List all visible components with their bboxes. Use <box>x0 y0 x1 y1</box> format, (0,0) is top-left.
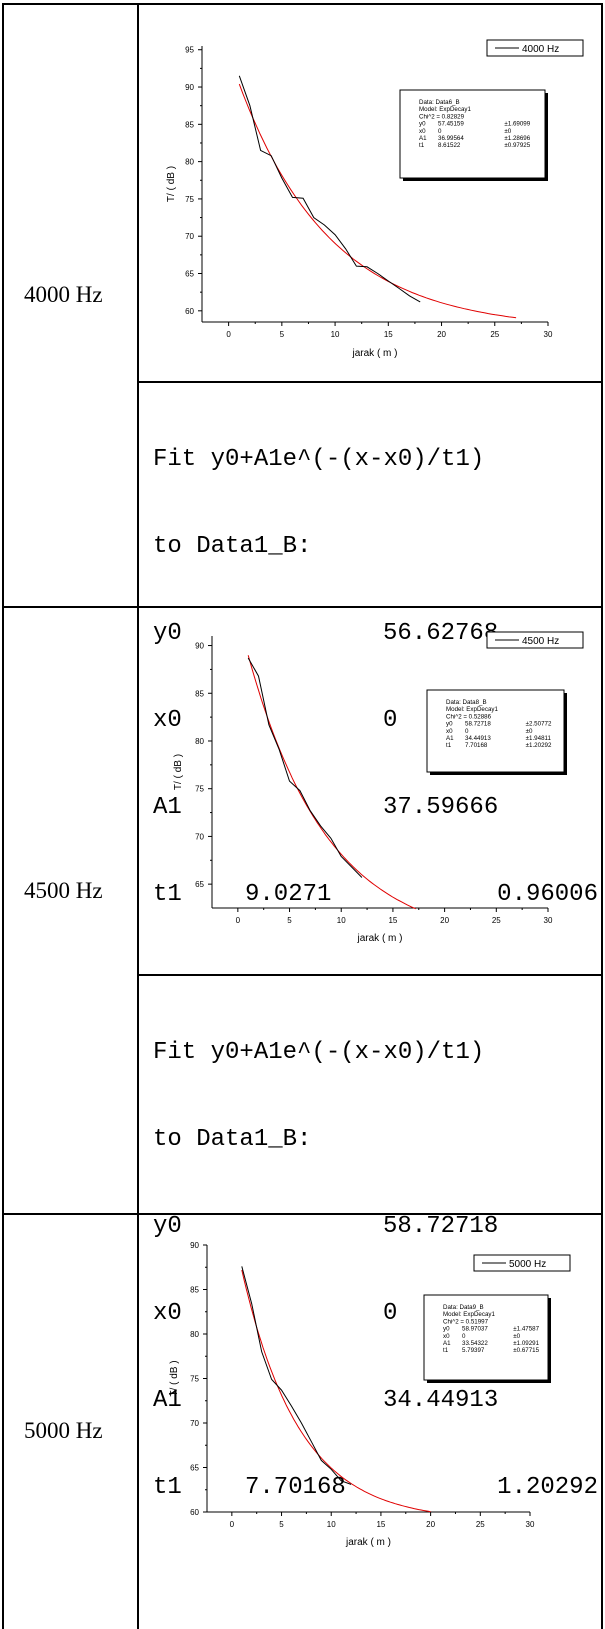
info-param-name: t1 <box>419 142 425 149</box>
x-axis-label: jarak ( m ) <box>352 348 398 359</box>
frequency-label: 4000 Hz <box>24 282 103 307</box>
info-param-error: ±0 <box>504 128 511 135</box>
info-param-error: ±1.69099 <box>504 121 530 128</box>
info-param-error: ±1.28696 <box>504 135 530 142</box>
info-param-value: 57.45159 <box>438 121 464 128</box>
fit-param-row: y0 56.62768 <box>153 620 499 647</box>
fit-target: to Data1_B: <box>153 1126 312 1153</box>
x-tick-label: 5 <box>280 330 285 339</box>
row-divider-2 <box>2 1213 603 1215</box>
y-tick-label: 70 <box>185 232 194 241</box>
y-tick-label: 90 <box>185 83 194 92</box>
info-data: Data: Data6_B <box>419 99 460 106</box>
fit-result-block: Fit y0+A1e^(-(x-x0)/t1) to Data1_B: y0 5… <box>153 980 598 1531</box>
info-box-shadow <box>403 93 548 181</box>
y-tick-label: 85 <box>185 120 194 129</box>
table-border-right <box>601 3 603 1629</box>
x-tick-label: 10 <box>331 330 340 339</box>
table-border-middle <box>137 3 139 1629</box>
y-tick-label: 75 <box>185 195 194 204</box>
frequency-label: 4500 Hz <box>24 878 103 903</box>
y-tick-label: 80 <box>185 158 194 167</box>
fit-param-row: t1 9.0271 0.96006 <box>153 881 598 908</box>
info-chi: Chi^2 = 0.82829 <box>419 113 465 120</box>
y-tick-label: 65 <box>185 270 194 279</box>
info-param-value: 36.99564 <box>438 135 464 142</box>
fit-formula: Fit y0+A1e^(-(x-x0)/t1) <box>153 446 485 473</box>
fit-param-row: x0 0 <box>153 707 398 734</box>
fit-param-row: y0 58.72718 <box>153 1213 499 1240</box>
fit-curve <box>238 83 517 319</box>
fit-param-row: A1 34.44913 <box>153 1387 499 1414</box>
x-tick-label: 0 <box>226 330 231 339</box>
x-tick-label: 30 <box>544 330 553 339</box>
x-tick-label: 25 <box>490 330 499 339</box>
info-param-value: 8.61522 <box>438 142 461 149</box>
y-axis-label: T/ ( dB ) <box>166 166 177 202</box>
info-param-name: x0 <box>419 128 426 135</box>
y-tick-label: 95 <box>185 46 194 55</box>
fit-param-row: x0 0 <box>153 1300 398 1327</box>
info-param-error: ±0.97925 <box>504 142 530 149</box>
info-model: Model: ExpDecay1 <box>419 106 471 113</box>
info-param-name: A1 <box>419 135 427 142</box>
x-tick-label: 15 <box>384 330 393 339</box>
fit-param-row: A1 37.59666 <box>153 794 499 821</box>
legend-label: 4000 Hz <box>522 44 559 55</box>
fit-param-row: t1 7.70168 1.20292 <box>153 1474 598 1501</box>
cell-divider-2 <box>137 974 603 976</box>
frequency-label: 5000 Hz <box>24 1418 103 1443</box>
legend-box <box>486 39 584 57</box>
x-tick-label: 20 <box>437 330 446 339</box>
table-border-top <box>2 3 603 5</box>
fit-formula: Fit y0+A1e^(-(x-x0)/t1) <box>153 1039 485 1066</box>
row-divider-1 <box>2 606 603 608</box>
cell-divider-1 <box>137 381 603 383</box>
info-box <box>399 89 546 179</box>
x-axis-label: jarak ( m ) <box>345 1537 391 1548</box>
y-tick-label: 60 <box>185 307 194 316</box>
fit-result-block: Fit y0+A1e^(-(x-x0)/t1) to Data1_B: y0 5… <box>153 387 598 938</box>
data-series-line <box>238 75 421 303</box>
info-param-name: y0 <box>419 121 426 128</box>
info-param-value: 0 <box>438 128 442 135</box>
table-border-left <box>2 3 4 1629</box>
fit-target: to Data1_B: <box>153 533 312 560</box>
